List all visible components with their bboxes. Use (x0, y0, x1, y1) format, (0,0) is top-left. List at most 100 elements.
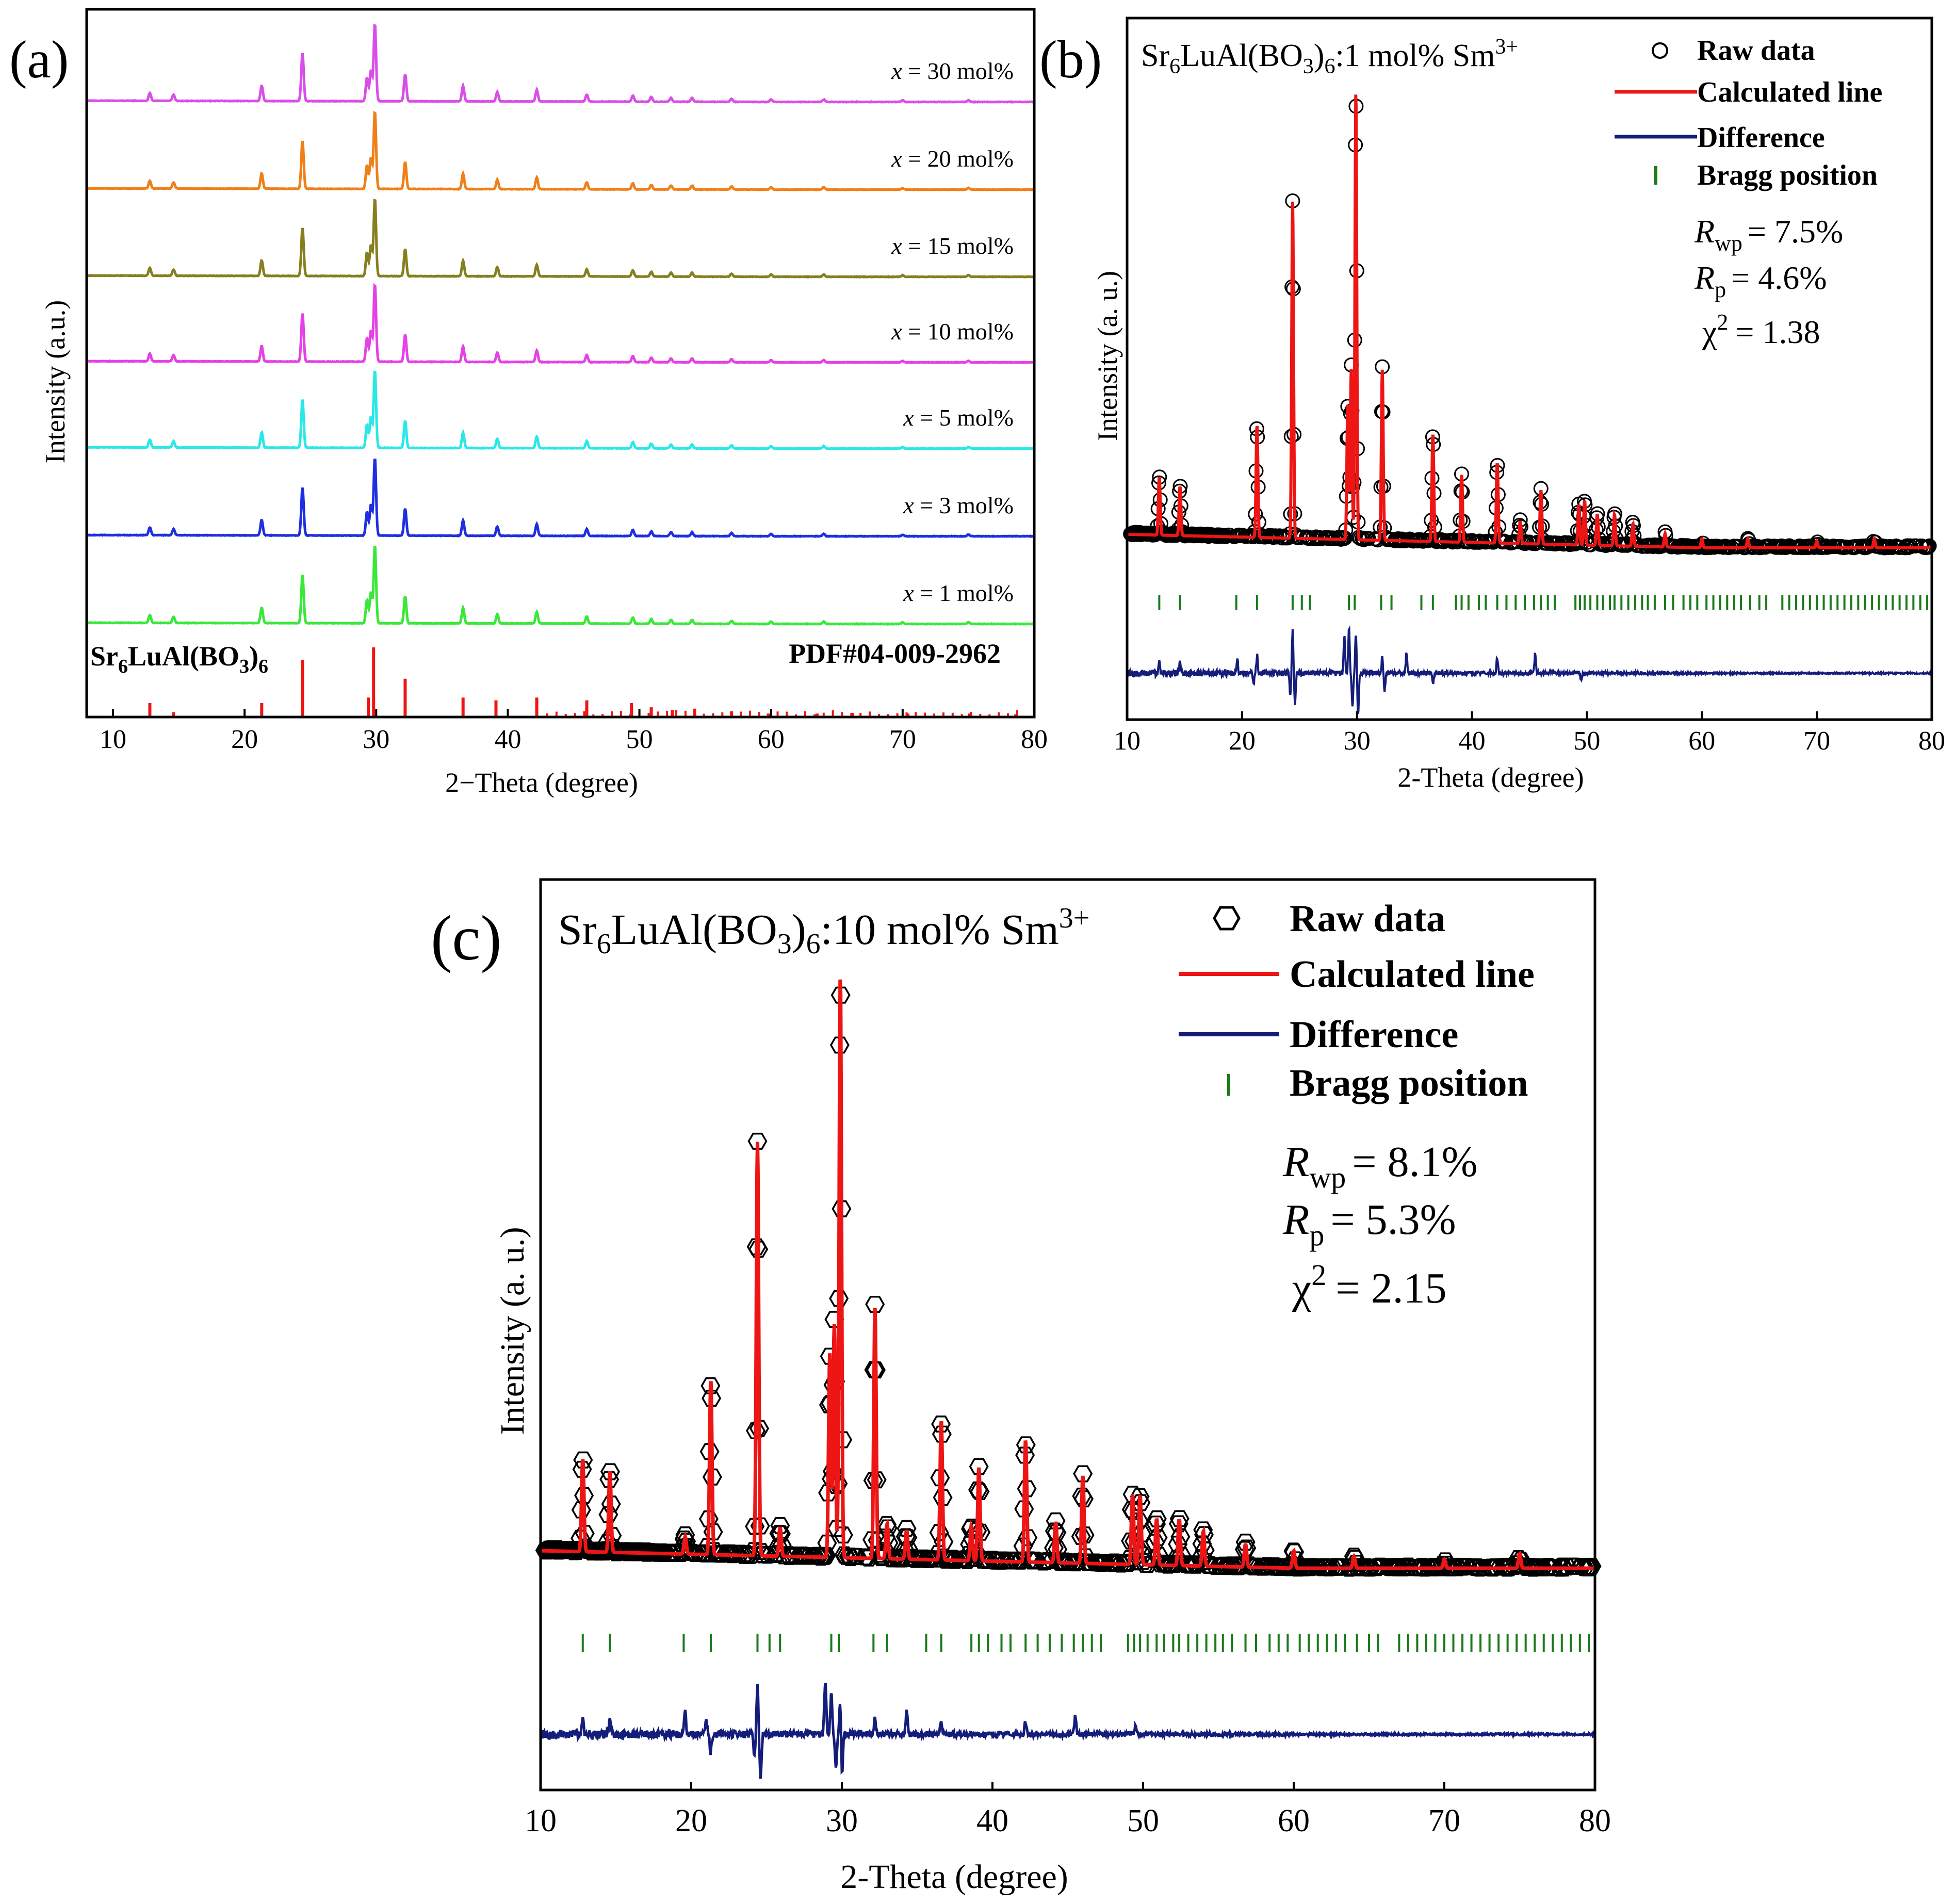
raw-data-point (1148, 1529, 1168, 1547)
raw-data-point (833, 1526, 853, 1544)
raw-data-point (931, 1415, 951, 1433)
raw-data-point (1016, 1436, 1036, 1454)
raw-data-point (1272, 528, 1287, 544)
panel-c: (c) 10 20 30 40 50 60 70 80 Sr6LuAl(BO3)6:10 mo… (431, 878, 1611, 1896)
rp-stat: Rp = 4.6% (1694, 259, 1827, 302)
series-label-4: x = 10 mol% (891, 318, 1014, 345)
raw-data-point (601, 1495, 621, 1513)
raw-data-point (702, 1390, 722, 1407)
x-tick-label: 40 (1459, 726, 1486, 756)
series-line-5 (86, 370, 1035, 451)
legend-raw-marker (1213, 906, 1241, 931)
raw-data-point (1169, 1510, 1190, 1527)
chi2-stat: χ2 = 1.38 (1702, 310, 1820, 350)
raw-data-point (771, 1525, 791, 1542)
raw-data-point (702, 1468, 722, 1486)
raw-data-point (1073, 1490, 1094, 1508)
chi2-stat: χ2 = 2.15 (1292, 1258, 1447, 1312)
x-tick-label: 50 (626, 725, 653, 754)
raw-data-point (574, 1487, 594, 1504)
x-tick-label: 80 (1579, 1803, 1611, 1838)
panel-b: (b) 10 20 30 40 50 60 70 80 Sr6LuAl(BO3)6:1 mol… (1039, 17, 1945, 793)
x-tick-label: 20 (231, 725, 258, 754)
legend-raw-marker (1652, 42, 1668, 59)
x-tick-label: 10 (1114, 726, 1141, 756)
raw-data-point (575, 1525, 595, 1542)
panel-b-stats: Rwp = 7.5% Rp = 4.6% χ2 = 1.38 (1694, 213, 1843, 350)
pdf-card-label: PDF#04-009-2962 (789, 638, 1001, 669)
raw-data-point (1345, 1550, 1365, 1567)
x-tick-label: 30 (363, 725, 389, 754)
x-tick-label: 10 (100, 725, 126, 754)
x-tick-label: 30 (1344, 726, 1371, 756)
panel-b-title: Sr6LuAl(BO3)6:1 mol% Sm3+ (1141, 35, 1518, 78)
raw-data-point (934, 1533, 954, 1551)
raw-data-point (1168, 1515, 1188, 1533)
series-label-2: x = 20 mol% (891, 145, 1014, 172)
panel-a: (a) Sr6LuAl(BO3)6 PDF#04-009-2962 x = 30… (9, 8, 1048, 798)
raw-data-point (1018, 1529, 1038, 1547)
series-line-6 (86, 459, 1034, 539)
raw-data-point (1072, 1487, 1092, 1505)
series-line-3 (86, 199, 1034, 279)
raw-data-point (830, 986, 851, 1004)
series-label-5: x = 5 mol% (903, 404, 1014, 431)
raw-data-point (770, 1517, 790, 1534)
x-tick-label: 40 (494, 725, 521, 754)
series-line-4 (86, 283, 1035, 365)
raw-data-point (747, 1132, 768, 1150)
rwp-stat: Rwp = 8.1% (1282, 1138, 1478, 1194)
raw-data-point (897, 1520, 917, 1537)
raw-data-point (1236, 1539, 1257, 1557)
raw-data-point (748, 1241, 769, 1258)
x-tick-label: 70 (1803, 726, 1830, 756)
raw-data-point (572, 1460, 592, 1478)
raw-data-point (674, 1530, 694, 1548)
panel-a-x-label: 2−Theta (degree) (445, 767, 638, 798)
panel-a-axes (85, 8, 1036, 719)
x-tick-label: 80 (1918, 726, 1945, 756)
x-tick-label: 70 (889, 725, 916, 754)
raw-data-point (866, 1361, 886, 1379)
x-tick-label: 50 (1573, 726, 1600, 756)
raw-data-point (1235, 1533, 1256, 1551)
reference-pattern (148, 647, 1018, 717)
panel-a-label: (a) (9, 30, 69, 89)
x-tick-label: 80 (1021, 725, 1048, 754)
raw-data-point (829, 1036, 850, 1054)
raw-data-point (867, 1471, 887, 1489)
raw-data-point (699, 1443, 720, 1460)
x-tick-label: 60 (758, 725, 785, 754)
x-tick-label: 50 (1127, 1803, 1159, 1838)
series-line-1 (86, 23, 1035, 104)
legend-raw-label: Raw data (1697, 35, 1815, 67)
raw-data-point (1146, 1515, 1166, 1533)
panel-b-legend: Raw data Calculated line Difference Brag… (1615, 35, 1882, 191)
x-tick-label: 60 (1278, 1803, 1310, 1838)
raw-data-point (930, 1469, 950, 1487)
raw-data-point (933, 1489, 953, 1506)
raw-data-point (600, 1463, 620, 1480)
rp-stat: Rp = 5.3% (1282, 1196, 1456, 1252)
raw-data-point (865, 1295, 885, 1313)
legend-calc-label: Calculated line (1697, 76, 1882, 108)
legend-diff-label: Difference (1697, 122, 1825, 154)
raw-data-point (1398, 1557, 1418, 1575)
panel-c-y-label: Intensity (a. u.) (494, 1227, 531, 1435)
raw-data-point (1074, 1526, 1095, 1544)
raw-data-point (1196, 1553, 1216, 1570)
panel-c-x-label: 2-Theta (degree) (840, 1858, 1068, 1896)
x-tick-label: 60 (1688, 726, 1715, 756)
raw-data-point (832, 1200, 852, 1217)
panel-b-axes (1126, 17, 1933, 721)
rwp-stat: Rwp = 7.5% (1694, 213, 1843, 256)
x-tick-label: 10 (525, 1803, 557, 1838)
series-labels: x = 30 mol% x = 20 mol% x = 15 mol% x = 10 … (891, 58, 1014, 606)
series-label-3: x = 15 mol% (891, 233, 1014, 259)
panel-c-stats: Rwp = 8.1% Rp = 5.3% χ2 = 2.15 (1282, 1138, 1478, 1312)
raw-data-point (1017, 1480, 1037, 1498)
raw-data-point (970, 1483, 990, 1501)
raw-data-point (750, 1517, 770, 1535)
difference-curve (540, 1683, 1595, 1779)
